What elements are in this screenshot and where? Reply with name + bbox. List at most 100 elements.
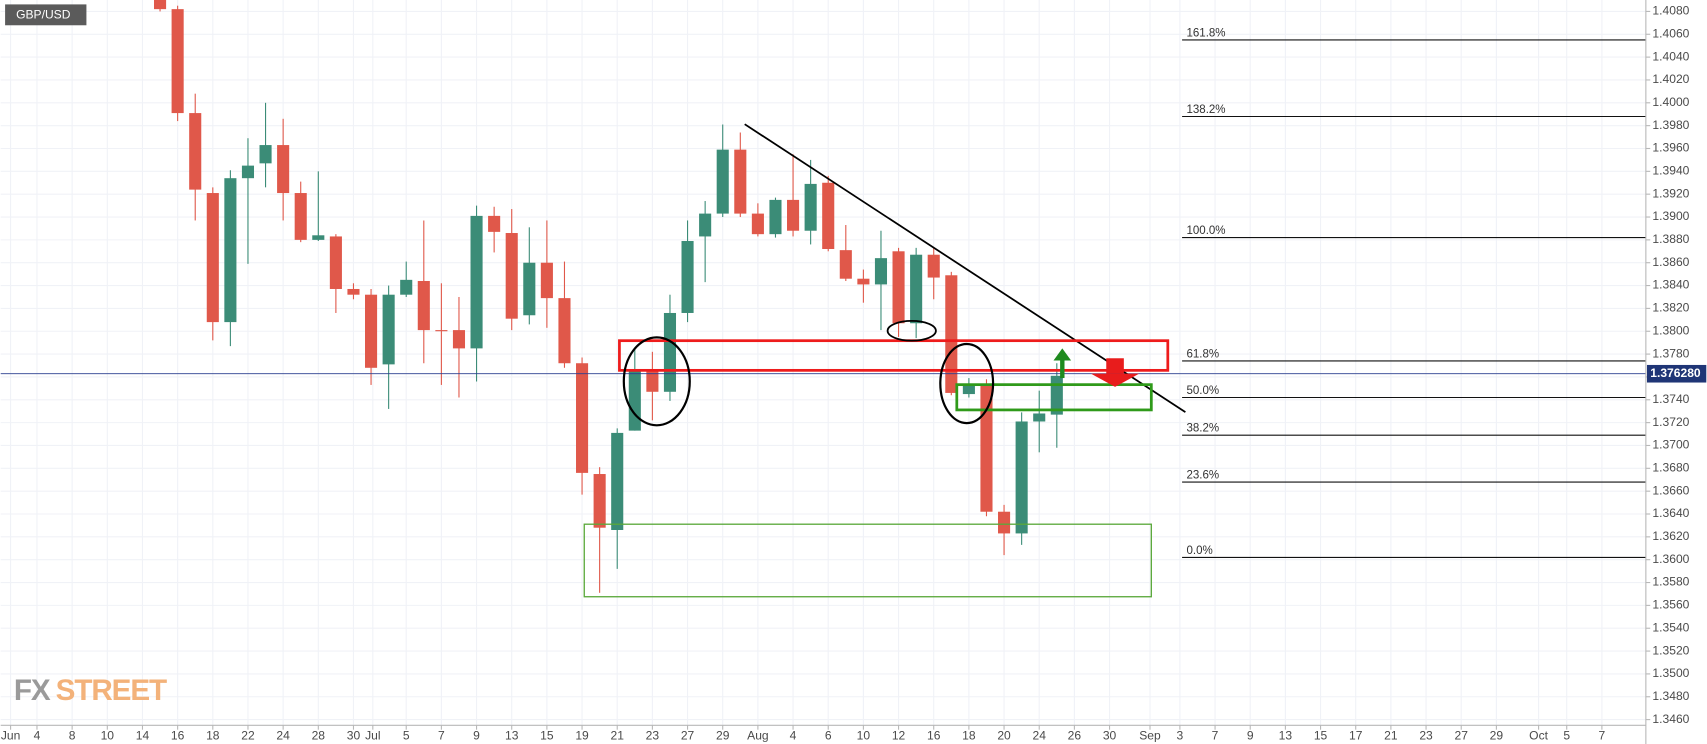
candle-body bbox=[787, 199, 800, 231]
x-tick-label: 9 bbox=[1247, 728, 1254, 742]
candle-body bbox=[259, 145, 272, 164]
up-arrow bbox=[1053, 348, 1072, 379]
x-tick-label: 3 bbox=[1177, 728, 1184, 742]
candle-body bbox=[874, 258, 888, 285]
y-tick-label: 1.3960 bbox=[1652, 141, 1689, 155]
x-tick-label: 27 bbox=[681, 728, 695, 742]
drawings bbox=[583, 123, 1186, 598]
y-tick-label: 1.3600 bbox=[1652, 552, 1689, 566]
x-tick-label: 10 bbox=[857, 728, 871, 742]
x-tick-label: 23 bbox=[646, 728, 660, 742]
x-tick-label: 10 bbox=[101, 728, 115, 742]
y-tick-label: 1.3920 bbox=[1652, 186, 1689, 200]
candle-body bbox=[734, 149, 747, 214]
x-tick-label: 17 bbox=[1349, 728, 1363, 742]
x-tick-label: 24 bbox=[1033, 728, 1047, 742]
candle-body bbox=[435, 330, 448, 332]
x-tick-label: 12 bbox=[892, 728, 906, 742]
candle-body bbox=[224, 178, 237, 323]
candle-body bbox=[206, 193, 219, 323]
x-tick-label: 5 bbox=[403, 728, 410, 742]
candle-body bbox=[769, 199, 782, 235]
y-tick-label: 1.3860 bbox=[1652, 255, 1689, 269]
candle-body bbox=[699, 213, 712, 237]
candle-body bbox=[488, 215, 501, 232]
grid bbox=[0, 0, 1646, 726]
candle-body bbox=[452, 330, 466, 349]
candle-body bbox=[365, 294, 378, 368]
x-tick-label: 20 bbox=[997, 728, 1011, 742]
x-tick-label: 4 bbox=[34, 728, 41, 742]
x-tick-label: 13 bbox=[1279, 728, 1293, 742]
circle-marker bbox=[886, 320, 937, 342]
candle-body bbox=[980, 384, 993, 512]
fib-label: 61.8% bbox=[1186, 348, 1219, 360]
candle-body bbox=[329, 236, 342, 289]
axes bbox=[0, 0, 1647, 744]
x-tick-label: 28 bbox=[312, 728, 326, 742]
fib-label: 138.2% bbox=[1186, 104, 1225, 116]
x-tick-label: 15 bbox=[540, 728, 554, 742]
candle-body bbox=[962, 384, 975, 395]
last-price-label: 1.376280 bbox=[1650, 366, 1701, 380]
y-tick-label: 1.3520 bbox=[1652, 643, 1689, 657]
y-tick-label: 1.3620 bbox=[1652, 529, 1689, 543]
candle-body bbox=[998, 511, 1011, 534]
fib-label: 23.6% bbox=[1186, 469, 1219, 481]
x-tick-label: Jul bbox=[365, 728, 380, 742]
candle-body bbox=[804, 183, 817, 231]
y-tick-label: 1.3460 bbox=[1652, 712, 1689, 726]
candle-body bbox=[241, 165, 255, 179]
x-tick-label: Jun bbox=[1, 728, 20, 742]
y-tick-label: 1.4080 bbox=[1652, 4, 1689, 18]
x-tick-label: 16 bbox=[927, 728, 941, 742]
y-tick-label: 1.3980 bbox=[1652, 118, 1689, 132]
y-tick-label: 1.3940 bbox=[1652, 164, 1689, 178]
candle-body bbox=[189, 113, 202, 190]
x-tick-label: 22 bbox=[241, 728, 255, 742]
fib-levels: 161.8% 138.2% 100.0% 61.8% 50.0% 38.2% 23.6% 0.… bbox=[0, 27, 1646, 558]
candle-body bbox=[1033, 413, 1046, 422]
watermark: FX STREET bbox=[14, 674, 168, 707]
candle-body bbox=[400, 279, 413, 295]
x-tick-label: 29 bbox=[1490, 728, 1504, 742]
x-tick-label: 7 bbox=[1212, 728, 1219, 742]
y-tick-label: 1.3880 bbox=[1652, 232, 1689, 246]
y-tick-label: 1.4000 bbox=[1652, 95, 1689, 109]
x-tick-label: 5 bbox=[1563, 728, 1570, 742]
y-tick-label: 1.3560 bbox=[1652, 598, 1689, 612]
candle-body bbox=[505, 233, 518, 319]
candle-body bbox=[751, 213, 764, 235]
candle-body bbox=[681, 241, 694, 313]
y-tick-label: 1.3480 bbox=[1652, 689, 1689, 703]
x-tick-label: Aug bbox=[747, 728, 769, 742]
resistance-box bbox=[618, 339, 1170, 372]
candle-body bbox=[892, 251, 905, 324]
fib-label: 50.0% bbox=[1186, 385, 1219, 397]
fib-label: 0.0% bbox=[1186, 545, 1212, 557]
y-tick-label: 1.3500 bbox=[1652, 666, 1689, 680]
candle-body bbox=[910, 254, 923, 324]
x-tick-label: 14 bbox=[136, 728, 150, 742]
x-tick-label: 30 bbox=[347, 728, 361, 742]
candle-body bbox=[347, 288, 360, 295]
candle-body bbox=[576, 363, 589, 473]
y-tick-label: 1.3740 bbox=[1652, 392, 1689, 406]
y-tick-label: 1.3840 bbox=[1652, 278, 1689, 292]
y-tick-label: 1.3580 bbox=[1652, 575, 1689, 589]
down-arrow bbox=[1090, 358, 1140, 387]
x-tick-label: 9 bbox=[473, 728, 480, 742]
y-tick-label: 1.3800 bbox=[1652, 323, 1689, 337]
candle-body bbox=[945, 275, 958, 393]
x-tick-label: 30 bbox=[1103, 728, 1117, 742]
candle-body bbox=[593, 474, 606, 528]
x-tick-label: 8 bbox=[69, 728, 76, 742]
x-tick-label: 16 bbox=[171, 728, 185, 742]
candle-body bbox=[558, 298, 571, 364]
candle-body bbox=[417, 280, 430, 331]
circle-marker bbox=[622, 336, 691, 427]
y-tick-label: 1.3820 bbox=[1652, 301, 1689, 315]
y-tick-label: 1.3680 bbox=[1652, 461, 1689, 475]
x-tick-label: Oct bbox=[1529, 728, 1548, 742]
